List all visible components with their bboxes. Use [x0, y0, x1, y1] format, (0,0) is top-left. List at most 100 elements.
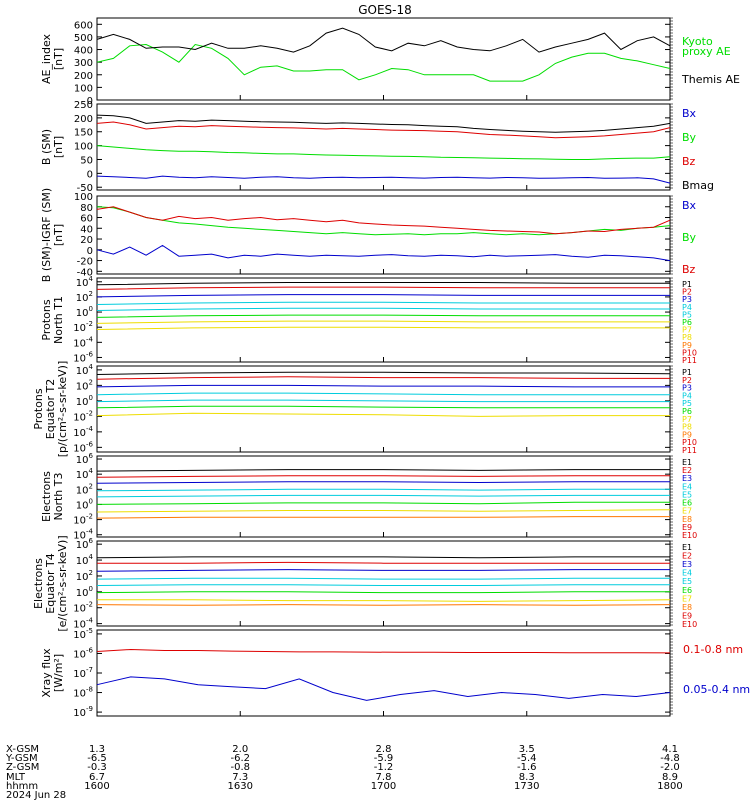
legend-entry: By	[682, 231, 697, 244]
y-axis-label: [nT]	[52, 224, 65, 246]
y-axis-label: [nT]	[52, 136, 65, 158]
legend-entry: E9	[682, 611, 692, 620]
legend-entry: E3	[682, 474, 692, 483]
x-tick-label: 1730	[514, 781, 539, 792]
x-row-label: X-GSM	[6, 744, 39, 755]
series-e6	[96, 501, 670, 505]
x-tick-label: 7.3	[232, 772, 248, 783]
legend-entry: E9	[682, 523, 692, 532]
legend-entry: P7	[682, 326, 692, 335]
y-tick-label: 40	[80, 224, 93, 235]
y-tick-label: 10-4	[73, 425, 93, 439]
x-tick-label: -4.8	[660, 753, 680, 764]
series-themis-ae	[96, 27, 671, 53]
panel-bsm: -50 0 50 100 150 200 250 B (SM) [nT] Bx By Bz Bmag	[40, 100, 714, 194]
y-axis-label: North T1	[52, 296, 65, 344]
legend-entry: Bx	[682, 199, 697, 212]
x-row-label: 2024 Jun 28	[6, 790, 66, 800]
x-tick-label: 1630	[228, 781, 253, 792]
series-p1	[96, 282, 670, 286]
y-axis-label: Electrons	[40, 471, 53, 522]
y-tick-label: 100	[76, 305, 93, 319]
series-kyoto-proxy-ae	[96, 43, 671, 82]
y-tick-label: 10-9	[73, 705, 93, 719]
series-p2	[96, 376, 670, 380]
y-tick-label: 200	[74, 71, 93, 82]
series-bz	[96, 206, 671, 235]
legend-entry: P8	[682, 423, 692, 432]
x-tick-label: 1800	[657, 781, 682, 792]
legend-entry: Kyoto	[682, 35, 713, 48]
series-e2	[96, 475, 670, 478]
series-e5	[96, 494, 670, 498]
legend-entry: P3	[682, 384, 692, 393]
legend-entry: P5	[682, 310, 692, 319]
series-p4	[96, 392, 670, 396]
legend-entry: P10	[682, 438, 697, 447]
legend-entry: 0.1-0.8 nm	[683, 643, 743, 656]
series-e7	[97, 599, 671, 602]
legend-entry: E8	[682, 603, 692, 612]
y-axis-label: Protons	[32, 388, 45, 429]
legend-entry: P2	[682, 288, 692, 297]
y-tick-label: 20	[80, 235, 93, 246]
x-tick-label: 2.8	[376, 744, 392, 755]
legend-entry: P8	[682, 333, 692, 342]
legend-entry: P10	[682, 348, 697, 357]
y-axis-label: B (SM)	[40, 129, 53, 165]
series-p5	[96, 399, 670, 403]
series-p3	[96, 294, 670, 298]
legend-entry: E10	[682, 531, 697, 540]
legend-entry: P11	[682, 356, 697, 365]
y-tick-label: 250	[74, 100, 93, 111]
y-tick-label: 80	[80, 203, 93, 214]
y-tick-label: 150	[74, 128, 93, 139]
y-tick-label: 100	[74, 192, 93, 203]
legend-entry: Bmag	[682, 179, 714, 192]
y-tick-label: 600	[74, 20, 93, 31]
y-tick-label: 10-2	[73, 320, 93, 334]
y-tick-label: 500	[74, 33, 93, 44]
y-tick-label: 400	[74, 46, 93, 57]
legend-entry: Bx	[682, 107, 697, 120]
series-p6	[96, 314, 670, 318]
y-tick-label: 100	[74, 83, 93, 94]
legend-entry: Bz	[682, 263, 696, 276]
x-tick-label: 4.1	[662, 744, 678, 755]
legend-entry: P7	[682, 415, 692, 424]
y-axis-label: North T3	[52, 473, 65, 521]
series-bz	[96, 121, 671, 139]
y-tick-label: -40	[77, 267, 93, 278]
legend-entry: proxy AE	[682, 45, 731, 58]
series-e8	[96, 604, 671, 606]
legend-entry: 0.05-0.4 nm	[683, 683, 750, 696]
legend-entry: E4	[682, 482, 692, 491]
x-tick-label: -0.8	[230, 762, 250, 773]
y-axis-label: Equator T2	[44, 379, 57, 439]
legend-entry: E1	[682, 543, 692, 552]
y-tick-label: 100	[76, 497, 93, 511]
series-bx	[96, 244, 671, 262]
series-p5	[96, 307, 670, 311]
y-tick-label: 50	[80, 155, 93, 166]
x-tick-label: -1.2	[374, 762, 394, 773]
y-tick-label: -50	[77, 183, 93, 194]
series-e4	[96, 488, 670, 492]
x-tick-label: 1700	[371, 781, 396, 792]
y-tick-label: 102	[76, 378, 93, 392]
legend-entry: Themis AE	[681, 73, 740, 86]
legend-entry: E2	[682, 552, 692, 561]
x-tick-label: 8.3	[519, 772, 535, 783]
series-e3	[96, 481, 670, 484]
series-bmag	[96, 114, 671, 133]
x-row-label: Y-GSM	[5, 753, 38, 764]
legend-entry: E6	[682, 586, 692, 595]
legend-entry: P5	[682, 399, 692, 408]
panel-frame	[96, 365, 671, 453]
panel-frame	[96, 540, 671, 627]
legend-entry: E8	[682, 515, 692, 524]
series-e1	[96, 556, 670, 559]
